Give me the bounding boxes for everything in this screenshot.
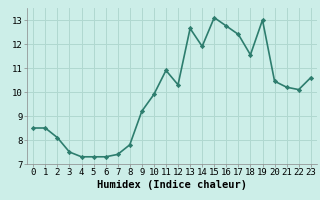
X-axis label: Humidex (Indice chaleur): Humidex (Indice chaleur) (97, 180, 247, 190)
